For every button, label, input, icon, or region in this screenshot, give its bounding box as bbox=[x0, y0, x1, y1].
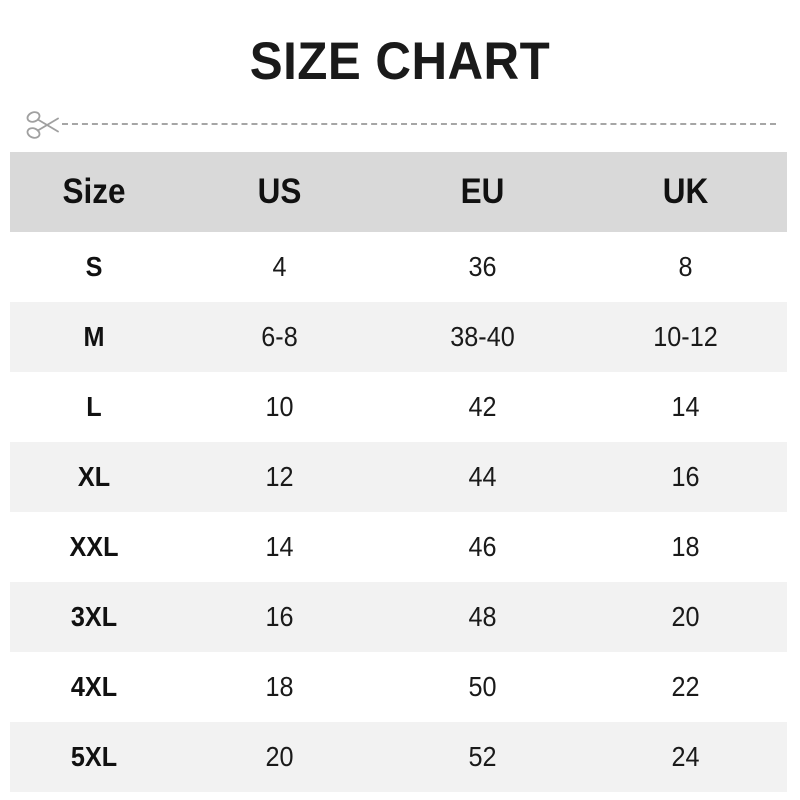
cell-uk: 16 bbox=[671, 461, 700, 492]
cell-us: 18 bbox=[265, 671, 294, 702]
cell-us: 20 bbox=[265, 741, 294, 772]
cell-size: M bbox=[83, 321, 105, 352]
table-row: XXL 14 46 18 bbox=[10, 512, 787, 582]
cell-uk: 14 bbox=[671, 391, 700, 422]
size-chart-table: Size US EU UK S 4 36 8 M 6-8 38-40 10-12… bbox=[10, 152, 787, 792]
table-row: 3XL 16 48 20 bbox=[10, 582, 787, 652]
cell-size: 3XL bbox=[70, 601, 118, 632]
column-header-eu: EU bbox=[460, 172, 505, 211]
column-header-us: US bbox=[257, 172, 302, 211]
column-header-size: Size bbox=[62, 172, 126, 211]
cell-eu: 48 bbox=[468, 601, 497, 632]
cut-line bbox=[0, 104, 800, 144]
cell-us: 12 bbox=[265, 461, 294, 492]
cell-eu: 42 bbox=[468, 391, 497, 422]
cell-size: XL bbox=[77, 461, 111, 492]
table-row: XL 12 44 16 bbox=[10, 442, 787, 512]
page-title: SIZE CHART bbox=[249, 32, 551, 91]
cell-uk: 22 bbox=[671, 671, 700, 702]
cell-size: 5XL bbox=[70, 741, 118, 772]
cell-uk: 24 bbox=[671, 741, 700, 772]
cell-uk: 18 bbox=[671, 531, 700, 562]
cell-us: 4 bbox=[272, 251, 287, 282]
column-header-uk: UK bbox=[662, 172, 709, 211]
cell-size: XXL bbox=[69, 531, 119, 562]
cell-us: 14 bbox=[265, 531, 294, 562]
table-row: 5XL 20 52 24 bbox=[10, 722, 787, 792]
table-row: S 4 36 8 bbox=[10, 232, 787, 302]
cell-us: 6-8 bbox=[261, 321, 298, 352]
cell-uk: 8 bbox=[678, 251, 693, 282]
cell-eu: 44 bbox=[468, 461, 497, 492]
cell-eu: 36 bbox=[468, 251, 497, 282]
cell-eu: 46 bbox=[468, 531, 497, 562]
cell-size: S bbox=[85, 251, 103, 282]
cell-uk: 10-12 bbox=[653, 321, 718, 352]
cell-eu: 50 bbox=[468, 671, 497, 702]
cell-size: 4XL bbox=[70, 671, 118, 702]
dashed-cut-rule bbox=[62, 123, 776, 125]
table-row: 4XL 18 50 22 bbox=[10, 652, 787, 722]
cell-eu: 52 bbox=[468, 741, 497, 772]
table-row: M 6-8 38-40 10-12 bbox=[10, 302, 787, 372]
table-row: L 10 42 14 bbox=[10, 372, 787, 442]
cell-uk: 20 bbox=[671, 601, 700, 632]
cell-size: L bbox=[86, 391, 102, 422]
table-header-row: Size US EU UK bbox=[10, 152, 787, 232]
cell-us: 10 bbox=[265, 391, 294, 422]
cell-eu: 38-40 bbox=[450, 321, 515, 352]
cell-us: 16 bbox=[265, 601, 294, 632]
scissors-icon bbox=[24, 106, 66, 144]
